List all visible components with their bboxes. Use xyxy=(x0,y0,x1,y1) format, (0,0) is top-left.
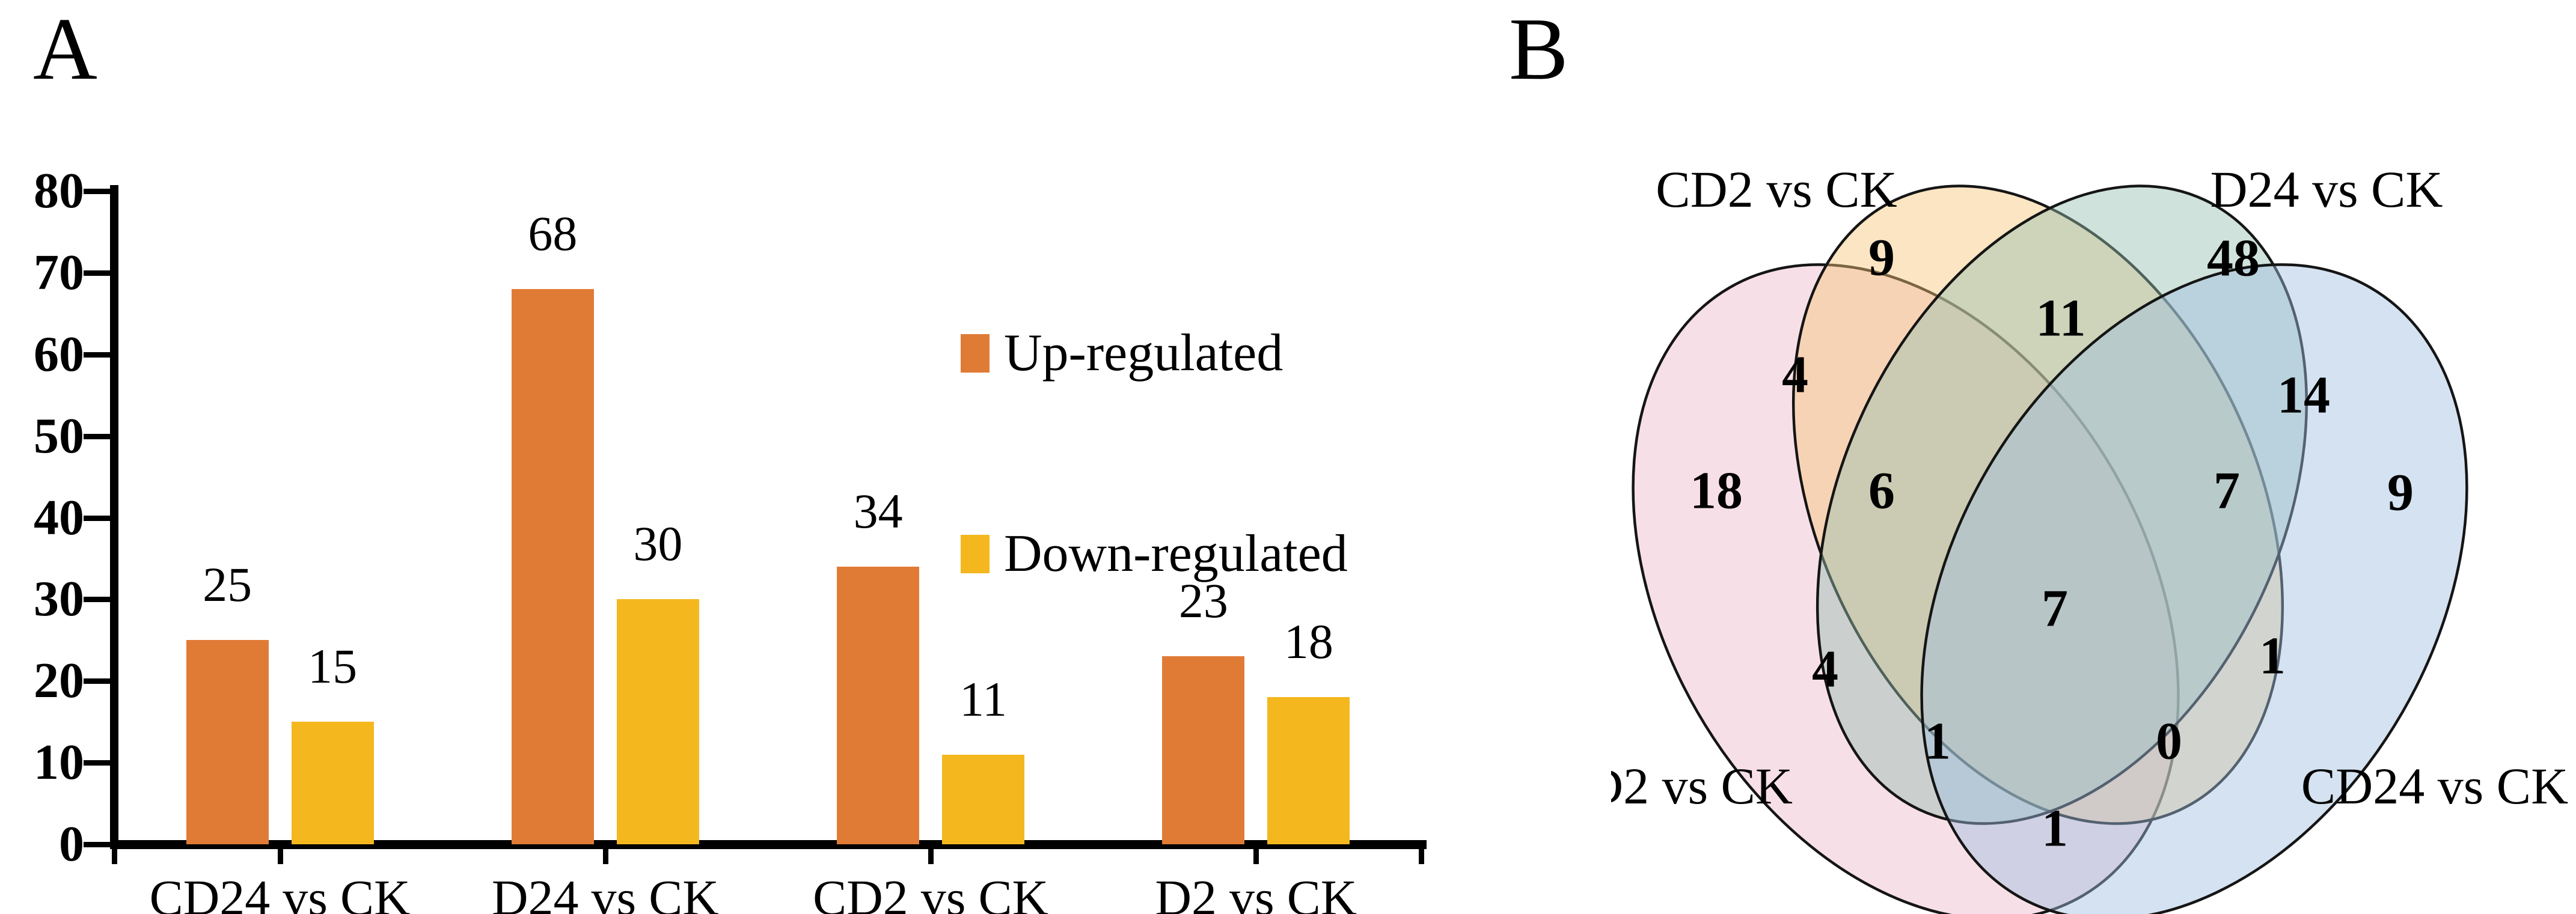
venn-count-D2+D24: 4 xyxy=(1812,641,1838,699)
venn-count-D2: 18 xyxy=(1690,462,1743,520)
venn-count-D2+CD2: 4 xyxy=(1782,346,1808,404)
y-axis-tick xyxy=(84,189,110,194)
down-regulated-swatch xyxy=(961,535,990,573)
bar-up-regulated-CD2-vs-CK xyxy=(837,567,920,844)
venn-set-label-cd2: CD2 vs CK xyxy=(1656,160,1897,218)
y-axis-tick-label: 50 xyxy=(34,407,84,464)
venn-count-D24+CD24: 14 xyxy=(2277,367,2330,425)
venn-ellipse-d2-vs-ck xyxy=(1632,263,2180,914)
x-axis-tick xyxy=(602,842,608,864)
venn-set-label-d24: D24 vs CK xyxy=(2210,160,2443,218)
venn-ellipse-cd2-vs-ck xyxy=(1792,184,2284,825)
x-axis-tick xyxy=(1419,842,1424,864)
y-axis-tick-label: 70 xyxy=(34,244,84,300)
venn-count-D2+CD24: 1 xyxy=(2042,800,2068,858)
y-axis-tick-label: 30 xyxy=(34,571,84,627)
bar-down-regulated-D2-vs-CK xyxy=(1267,697,1350,844)
y-axis-tick xyxy=(84,678,110,684)
venn-count-CD2+D24: 11 xyxy=(2036,290,2085,348)
venn-count-D24: 48 xyxy=(2207,230,2260,288)
legend-label-up: Up-regulated xyxy=(1004,324,1283,382)
bar-value-label: 11 xyxy=(959,671,1008,727)
bar-value-label: 18 xyxy=(1283,614,1333,669)
bar-up-regulated-CD24-vs-CK xyxy=(186,640,269,844)
venn-ellipse-d24-vs-ck xyxy=(1816,184,2308,825)
bar-up-regulated-D24-vs-CK xyxy=(511,289,594,844)
bar-value-label: 30 xyxy=(633,516,683,571)
category-label-CD2-vs-CK: CD2 vs CK xyxy=(813,870,1049,914)
bar-value-label: 23 xyxy=(1178,573,1228,629)
venn-count-CD2+CD24: 1 xyxy=(2259,627,2286,686)
y-axis-tick-label: 40 xyxy=(34,489,84,546)
bar-value-label: 34 xyxy=(853,484,903,539)
venn-set-label-cd24: CD24 vs CK xyxy=(2301,757,2568,815)
venn-count-D2+CD2+D24: 6 xyxy=(1868,462,1895,520)
y-axis-tick xyxy=(84,352,110,358)
y-axis-tick-label: 60 xyxy=(34,326,84,382)
venn-count-CD24: 9 xyxy=(2387,464,2414,522)
y-axis-tick xyxy=(84,270,110,276)
panel-b-label: B xyxy=(1509,0,1568,99)
venn-count-D2+CD2+D24+CD24: 7 xyxy=(2042,580,2068,638)
panel-a-label: A xyxy=(33,0,97,99)
venn-set-labels: D2 vs CK CD2 vs CK D24 vs CK CD24 vs CK xyxy=(1611,160,2568,815)
x-axis-tick xyxy=(112,842,117,864)
y-axis-tick-label: 0 xyxy=(59,816,84,872)
category-label-D24-vs-CK: D24 vs CK xyxy=(491,870,719,914)
venn-count-D2+D24+CD24: 1 xyxy=(1924,713,1951,771)
legend-label-down: Down-regulated xyxy=(1004,525,1348,583)
y-axis-tick xyxy=(84,433,110,439)
bar-down-regulated-D24-vs-CK xyxy=(616,599,699,844)
y-axis-tick xyxy=(84,842,110,847)
y-axis-tick xyxy=(84,760,110,766)
y-axis-tick-label: 10 xyxy=(34,734,84,791)
venn-count-D2+CD2+CD24: 0 xyxy=(2156,713,2182,771)
venn-count-CD2: 9 xyxy=(1868,229,1895,287)
venn-count-CD2+D24+CD24: 7 xyxy=(2213,462,2240,520)
bar-down-regulated-CD2-vs-CK xyxy=(942,754,1025,844)
bar-value-label: 25 xyxy=(203,557,252,612)
venn-ellipse-cd24-vs-ck xyxy=(1920,263,2468,914)
y-axis-tick-label: 20 xyxy=(34,653,84,709)
category-label-CD24-vs-CK: CD24 vs CK xyxy=(149,870,411,914)
category-label-D2-vs-CK: D2 vs CK xyxy=(1155,870,1357,914)
bar-value-label: 68 xyxy=(528,206,578,261)
x-axis-tick xyxy=(277,842,283,864)
x-axis-tick xyxy=(1253,842,1259,864)
venn-set-label-d2: D2 vs CK xyxy=(1611,757,1793,815)
x-axis-line xyxy=(110,840,1427,849)
y-axis-tick-label: 80 xyxy=(34,163,84,219)
up-regulated-swatch xyxy=(961,334,990,373)
x-axis-tick xyxy=(928,842,934,864)
bar-value-label: 15 xyxy=(308,639,358,694)
y-axis-line xyxy=(110,185,118,848)
y-axis-tick xyxy=(84,597,110,603)
y-axis-tick xyxy=(84,515,110,521)
bar-down-regulated-CD24-vs-CK xyxy=(291,722,374,844)
bar-up-regulated-D2-vs-CK xyxy=(1162,656,1245,844)
